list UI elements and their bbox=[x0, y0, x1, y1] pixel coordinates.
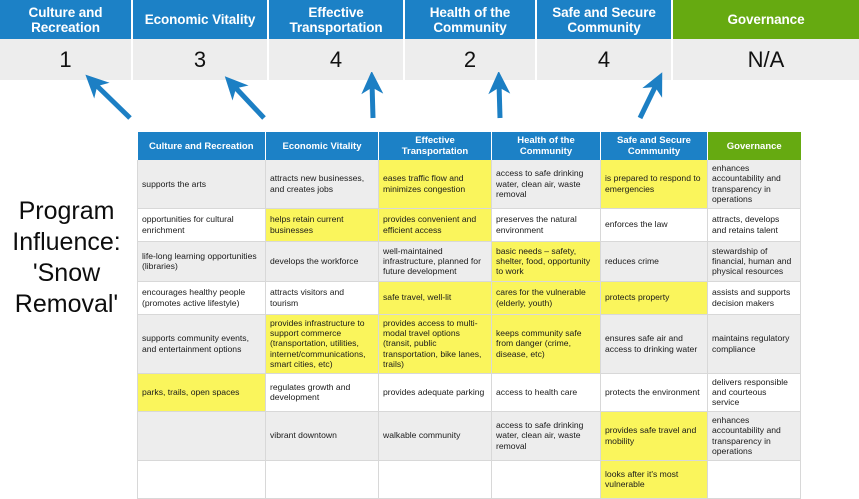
scorecard-header-3: Effective Transportation bbox=[269, 0, 405, 39]
matrix-cell-r8-c5: looks after it's most vulnerable bbox=[600, 460, 708, 499]
matrix-cell-r5-c1: supports community events, and entertain… bbox=[137, 314, 266, 374]
matrix-cell-r7-c1 bbox=[137, 411, 266, 461]
matrix-body: supports the arts attracts new businesses… bbox=[137, 160, 801, 499]
matrix-cell-r8-c4 bbox=[491, 460, 601, 499]
arrow-up-3 bbox=[361, 71, 384, 119]
matrix-row: opportunities for cultural enrichment hel… bbox=[137, 208, 801, 242]
matrix-cell-r7-c3: walkable community bbox=[378, 411, 492, 461]
scorecard-banner: Culture and Recreation Economic Vitality E… bbox=[0, 0, 859, 80]
scorecard-value-4: 2 bbox=[405, 39, 537, 80]
matrix-cell-r5-c5: ensures safe air and access to drinking … bbox=[600, 314, 708, 374]
matrix-cell-r6-c4: access to health care bbox=[491, 373, 601, 412]
matrix-cell-r1-c2: attracts new businesses, and creates job… bbox=[265, 160, 379, 209]
matrix-row: supports the arts attracts new businesses… bbox=[137, 160, 801, 209]
influence-arrows-group bbox=[0, 71, 859, 134]
scorecard-value-3: 4 bbox=[269, 39, 405, 80]
matrix-row: vibrant downtown walkable community access… bbox=[137, 411, 801, 461]
matrix-cell-r2-c1: opportunities for cultural enrichment bbox=[137, 208, 266, 242]
matrix-col-header-3: Effective Transportation bbox=[378, 132, 492, 160]
matrix-row: parks, trails, open spaces regulates grow… bbox=[137, 373, 801, 412]
matrix-col-header-2: Economic Vitality bbox=[265, 132, 379, 160]
scorecard-value-5: 4 bbox=[537, 39, 673, 80]
matrix-cell-r5-c2: provides infrastructure to support comme… bbox=[265, 314, 379, 374]
matrix-cell-r2-c2: helps retain current businesses bbox=[265, 208, 379, 242]
matrix-cell-r1-c3: eases traffic flow and minimizes congest… bbox=[378, 160, 492, 209]
arrow-up-4 bbox=[488, 71, 511, 119]
arrow-up-left-1 bbox=[85, 74, 132, 120]
scorecard-value-1: 1 bbox=[0, 39, 133, 80]
scorecard-value-2: 3 bbox=[133, 39, 269, 80]
matrix-cell-r2-c6: attracts, develops and retains talent bbox=[707, 208, 801, 242]
matrix-cell-r8-c3 bbox=[378, 460, 492, 499]
matrix-cell-r3-c4: basic needs – safety, shelter, food, opp… bbox=[491, 241, 601, 282]
matrix-cell-r6-c6: delivers responsible and courteous servi… bbox=[707, 373, 801, 412]
scorecard-values-row: 1 3 4 2 4 N/A bbox=[0, 39, 859, 80]
arrow-up-left-2 bbox=[224, 76, 266, 120]
matrix-cell-r3-c6: stewardship of financial, human and phys… bbox=[707, 241, 801, 282]
matrix-cell-r3-c1: life-long learning opportunities (librar… bbox=[137, 241, 266, 282]
matrix-cell-r7-c5: provides safe travel and mobility bbox=[600, 411, 708, 461]
scorecard-header-2: Economic Vitality bbox=[133, 0, 269, 39]
matrix-cell-r1-c5: is prepared to respond to emergencies bbox=[600, 160, 708, 209]
matrix-cell-r4-c5: protects property bbox=[600, 281, 708, 315]
matrix-cell-r1-c6: enhances accountability and transparency… bbox=[707, 160, 801, 209]
matrix-row: looks after it's most vulnerable bbox=[137, 460, 801, 499]
matrix-row: life-long learning opportunities (librar… bbox=[137, 241, 801, 282]
matrix-cell-r1-c4: access to safe drinking water, clean air… bbox=[491, 160, 601, 209]
arrow-up-right-5 bbox=[637, 72, 663, 120]
matrix-cell-r4-c6: assists and supports decision makers bbox=[707, 281, 801, 315]
matrix-col-header-1: Culture and Recreation bbox=[137, 132, 266, 160]
matrix-col-header-6: Governance bbox=[707, 132, 801, 160]
matrix-cell-r8-c6 bbox=[707, 460, 801, 499]
matrix-cell-r5-c4: keeps community safe from danger (crime,… bbox=[491, 314, 601, 374]
matrix-cell-r3-c3: well-maintained infrastructure, planned … bbox=[378, 241, 492, 282]
matrix-col-header-4: Health of the Community bbox=[491, 132, 601, 160]
matrix-row: supports community events, and entertain… bbox=[137, 314, 801, 374]
matrix-cell-r7-c2: vibrant downtown bbox=[265, 411, 379, 461]
program-influence-caption: Program Influence: 'Snow Removal' bbox=[12, 197, 121, 318]
matrix-col-header-5: Safe and Secure Community bbox=[600, 132, 708, 160]
scorecard-header-4: Health of the Community bbox=[405, 0, 537, 39]
matrix-header-row: Culture and Recreation Economic Vitality E… bbox=[137, 132, 801, 160]
matrix-cell-r2-c5: enforces the law bbox=[600, 208, 708, 242]
matrix-cell-r3-c5: reduces crime bbox=[600, 241, 708, 282]
matrix-cell-r4-c1: encourages healthy people (promotes acti… bbox=[137, 281, 266, 315]
matrix-cell-r5-c6: maintains regulatory compliance bbox=[707, 314, 801, 374]
matrix-cell-r4-c3: safe travel, well-lit bbox=[378, 281, 492, 315]
scorecard-header-1: Culture and Recreation bbox=[0, 0, 133, 39]
matrix-cell-r8-c1 bbox=[137, 460, 266, 499]
matrix-cell-r8-c2 bbox=[265, 460, 379, 499]
matrix-cell-r4-c2: attracts visitors and tourism bbox=[265, 281, 379, 315]
matrix-cell-r3-c2: develops the workforce bbox=[265, 241, 379, 282]
strategic-outcomes-matrix: Culture and Recreation Economic Vitality E… bbox=[137, 132, 801, 499]
scorecard-value-6: N/A bbox=[747, 46, 785, 72]
matrix-row: encourages healthy people (promotes acti… bbox=[137, 281, 801, 315]
matrix-cell-r5-c3: provides access to multi-modal travel op… bbox=[378, 314, 492, 374]
scorecard-header-6: Governance bbox=[673, 0, 859, 39]
matrix-cell-r6-c1: parks, trails, open spaces bbox=[137, 373, 266, 412]
matrix-cell-r2-c3: provides convenient and efficient access bbox=[378, 208, 492, 242]
matrix-cell-r4-c4: cares for the vulnerable (elderly, youth… bbox=[491, 281, 601, 315]
matrix-cell-r1-c1: supports the arts bbox=[137, 160, 266, 209]
scorecard-header-row: Culture and Recreation Economic Vitality E… bbox=[0, 0, 859, 39]
matrix-cell-r6-c5: protects the environment bbox=[600, 373, 708, 412]
matrix-cell-r7-c6: enhances accountability and transparency… bbox=[707, 411, 801, 461]
matrix-cell-r2-c4: preserves the natural environment bbox=[491, 208, 601, 242]
matrix-cell-r6-c3: provides adequate parking bbox=[378, 373, 492, 412]
scorecard-header-5: Safe and Secure Community bbox=[537, 0, 673, 39]
matrix-cell-r7-c4: access to safe drinking water, clean air… bbox=[491, 411, 601, 461]
matrix-cell-r6-c2: regulates growth and development bbox=[265, 373, 379, 412]
